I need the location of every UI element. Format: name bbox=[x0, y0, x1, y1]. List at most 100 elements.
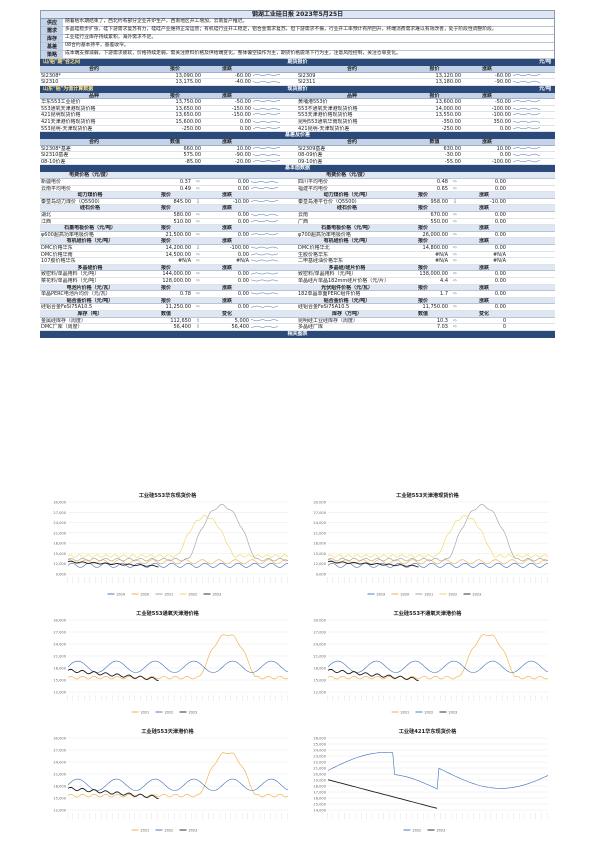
series-line bbox=[327, 503, 549, 562]
y-tick-label: 21,000 bbox=[313, 655, 326, 659]
subsection-header: 多晶硅价格 报价 涨跌 多晶硅/硅片价格 报价 涨跌 bbox=[40, 264, 555, 272]
x-tick-mark: ········ bbox=[337, 813, 340, 819]
subsection-title: 铝合金价格（元/吨） bbox=[323, 297, 371, 304]
subsection-title: 铝合金价格（元/吨） bbox=[66, 297, 114, 304]
x-tick-mark: ········ bbox=[111, 577, 114, 583]
column-header bbox=[140, 172, 192, 178]
x-tick-mark: ········ bbox=[117, 577, 120, 583]
series-line bbox=[67, 634, 289, 680]
x-tick-mark: ········ bbox=[100, 577, 103, 583]
section-bar-left: 山/铝"期"合之间 bbox=[43, 59, 81, 65]
column-header: 数值 bbox=[417, 310, 428, 317]
item-value: 958.00 bbox=[430, 198, 449, 205]
item-name: 硅铝合金FeSi75A10.5 bbox=[298, 304, 350, 310]
item-change: -90.00 bbox=[494, 79, 511, 85]
item-change: 0.00 bbox=[499, 125, 511, 132]
item-price: 575.00 bbox=[183, 152, 202, 158]
subsection-header: 电池片价格（元/瓦） 报价 涨跌 光伏组件价格（元/瓦） 报价 涨跌 bbox=[40, 284, 555, 292]
x-tick-mark: ········ bbox=[89, 577, 92, 583]
x-tick-mark: ········ bbox=[382, 813, 385, 819]
section-bar-title: 现货报价 bbox=[287, 85, 308, 92]
item-name: 09-10价差 bbox=[298, 158, 323, 165]
sparkline bbox=[251, 325, 279, 328]
column-header: 报价 bbox=[417, 238, 428, 244]
x-tick-mark: ········ bbox=[184, 813, 187, 819]
column-header: 报价 bbox=[160, 297, 171, 304]
spacer bbox=[250, 172, 297, 178]
x-tick-mark: ········ bbox=[224, 695, 227, 701]
column-header: 品种 bbox=[346, 92, 357, 99]
y-tick-label: 21,000 bbox=[53, 773, 66, 777]
chart-title: 工业硅553不通氧天津港价格 bbox=[393, 611, 462, 617]
y-tick-label: 27,000 bbox=[313, 631, 326, 635]
item-price: -85.00 bbox=[184, 158, 201, 165]
item-name: 421天津港价格现货价格 bbox=[41, 118, 96, 125]
sparkline-cell bbox=[512, 126, 555, 132]
column-header bbox=[252, 93, 297, 99]
sparkline-cell bbox=[252, 99, 297, 105]
y-tick-label: 9,000 bbox=[56, 573, 67, 577]
item-change: -40.00 bbox=[234, 79, 251, 85]
column-header: 报价 bbox=[417, 297, 428, 304]
x-tick-mark: ········ bbox=[495, 813, 498, 819]
item-value: 112,650 bbox=[170, 317, 191, 324]
subsection-header: 硅石价格 报价 涨跌 硅石价格 报价 涨跌 bbox=[40, 205, 555, 212]
spacer bbox=[250, 265, 297, 271]
item-value: 11,750.00 bbox=[422, 304, 448, 310]
y-tick-label: 12,000 bbox=[53, 809, 66, 813]
x-tick-mark: ········ bbox=[349, 577, 352, 583]
subsection-title: 动力煤价格 bbox=[77, 192, 103, 198]
x-tick-mark: ········ bbox=[512, 695, 515, 701]
futures-section: 山/铝"期"合之间 期货报价 元/吨 合约 报价 涨跌 合约 报价 涨跌 SI2308* 13,09… bbox=[40, 59, 555, 86]
legend-label: 2021 bbox=[141, 828, 150, 832]
item-change: 0.00 bbox=[494, 179, 506, 185]
chart-title: 工业硅421华东现货价格 bbox=[398, 729, 457, 735]
change-arrow-icon: ⇩ bbox=[195, 244, 201, 251]
spacer bbox=[192, 311, 204, 317]
item-value: 21,500.00 bbox=[165, 231, 191, 238]
x-tick-mark: ········ bbox=[230, 577, 233, 583]
y-tick-label: 24,000 bbox=[53, 521, 66, 525]
y-tick-label: 18,000 bbox=[313, 542, 326, 546]
x-tick-mark: ········ bbox=[490, 577, 493, 583]
subsection-title: 电费价格（元/度） bbox=[326, 172, 368, 179]
summary-text: 工业硅行业库存持续累积，海外需求不足。 bbox=[65, 35, 157, 40]
item-change: 0.00 bbox=[494, 244, 506, 251]
series-line bbox=[327, 752, 549, 790]
item-change: -100.00 bbox=[491, 158, 511, 165]
item-change: -50.00 bbox=[494, 99, 511, 105]
table-row: 421昆明现货价格 13,650.00 -150.00 553天津港价格现货价格 13,… bbox=[40, 112, 555, 119]
item-change: 56,400 bbox=[231, 324, 250, 330]
x-tick-mark: ········ bbox=[117, 813, 120, 819]
x-tick-mark: ········ bbox=[461, 813, 464, 819]
x-tick-mark: ········ bbox=[507, 813, 510, 819]
x-tick-mark: ········ bbox=[343, 577, 346, 583]
series-line bbox=[67, 560, 159, 568]
legend-label: 2019 bbox=[377, 592, 386, 596]
x-tick-mark: ········ bbox=[512, 577, 515, 583]
sparkline-cell bbox=[512, 106, 555, 112]
legend-label: 2022 bbox=[165, 710, 174, 714]
sparkline bbox=[253, 107, 281, 110]
sparkline-cell bbox=[250, 245, 297, 251]
column-header: 涨跌 bbox=[221, 92, 232, 99]
chart-title: 工业硅553天津港价格 bbox=[141, 729, 194, 735]
y-tick-label: 18,000 bbox=[53, 542, 66, 546]
column-header bbox=[252, 139, 297, 145]
table-row: 553通氧天津港现货价格 13,650.00 -150.00 553不通氧天津港现货价… bbox=[40, 106, 555, 113]
item-price: 13,175.00 bbox=[175, 79, 201, 85]
item-value: 56,400 bbox=[173, 324, 192, 330]
spacer bbox=[192, 205, 204, 211]
item-value: #N/A bbox=[434, 251, 448, 258]
spacer bbox=[449, 298, 461, 304]
fundamentals-section: 基本面数据 电费价格（元/度） 电费价格（元/度） 新疆电价 0.37 ⇨ 0.00 四川平均… bbox=[40, 165, 555, 331]
x-tick-mark: ········ bbox=[235, 695, 238, 701]
x-tick-mark: ········ bbox=[94, 695, 97, 701]
summary-row: 需求 多晶硅稳步扩张，硅下游需求复苏有力，硅硅产业维持正常运营；有机硅行业开工稳定… bbox=[41, 27, 554, 35]
y-tick-label: 30,000 bbox=[313, 619, 326, 623]
item-change: 0.00 bbox=[239, 118, 251, 125]
item-value: 1.7 bbox=[440, 291, 448, 297]
item-change: -150.00 bbox=[231, 105, 251, 112]
x-tick-mark: ········ bbox=[467, 813, 470, 819]
x-tick-mark: ········ bbox=[535, 695, 538, 701]
